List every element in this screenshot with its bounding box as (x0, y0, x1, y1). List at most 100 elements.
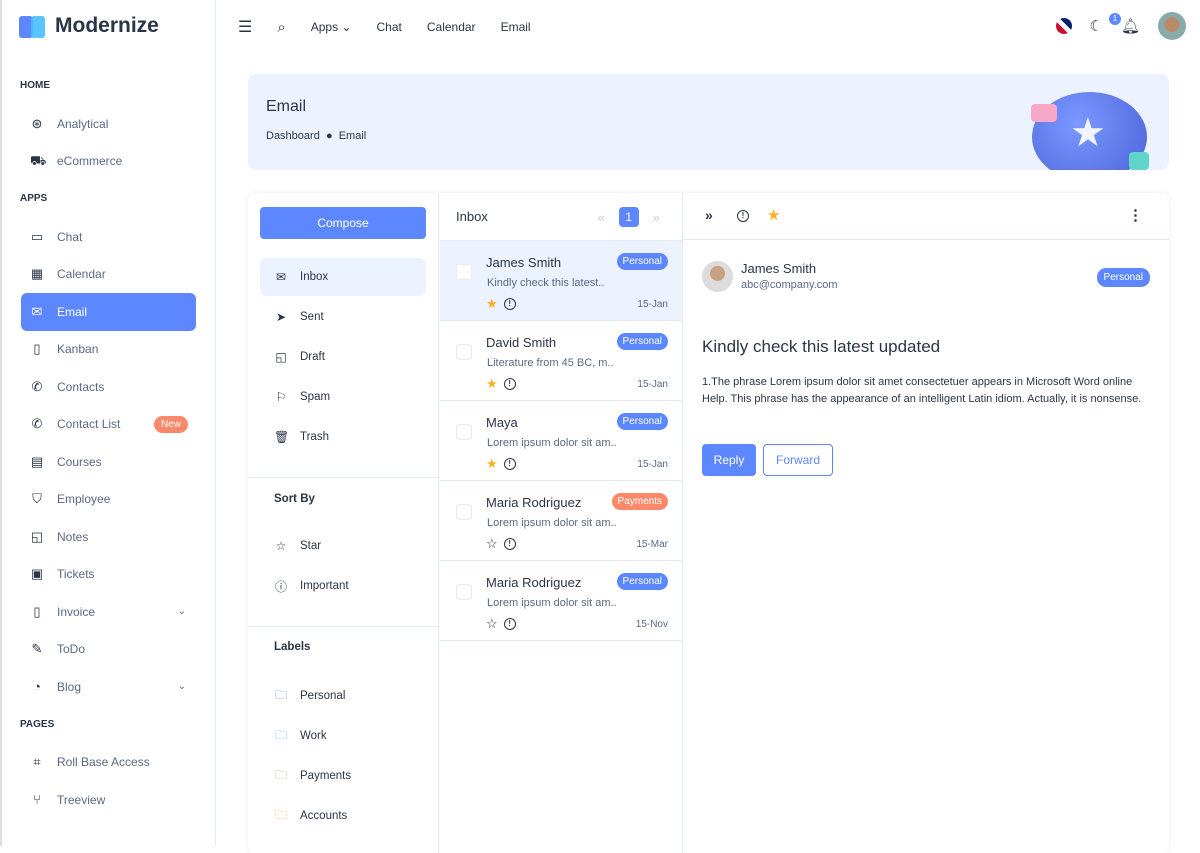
compose-button[interactable]: Compose (260, 207, 426, 239)
bell-icon[interactable]: 🔔︎ 1 (1109, 13, 1140, 35)
email-checkbox[interactable] (456, 504, 472, 520)
email-checkbox[interactable] (456, 424, 472, 440)
notification-count: 1 (1109, 13, 1121, 25)
sidebar-item-notes[interactable]: ◱ Notes (21, 518, 196, 556)
email-list-item[interactable]: Maria Rodriguez Personal Lorem ipsum dolor… (440, 561, 682, 641)
sidebar-item-kanban[interactable]: ▯ Kanban (21, 331, 196, 369)
sort-star[interactable]: ☆ Star (260, 527, 426, 565)
important-icon[interactable]: ! (503, 618, 516, 630)
email-preview: Lorem ipsum dolor sit am.. (487, 517, 617, 529)
email-list-item[interactable]: Maria Rodriguez Payments Lorem ipsum dolor… (440, 481, 682, 561)
email-checkbox[interactable] (456, 264, 472, 280)
sidebar-item-roll-base-access[interactable]: ⌗ Roll Base Access (21, 744, 196, 782)
folder-inbox[interactable]: ✉ Inbox (260, 258, 426, 296)
star-icon[interactable]: ★ (486, 296, 498, 311)
trash-icon: 🗑︎ (274, 430, 290, 444)
menu-icon[interactable]: ☰ (238, 19, 253, 36)
star-icon[interactable]: ★ (767, 207, 781, 224)
folder-panel: Compose ✉ Inbox ➤ Sent ◱ Draft ⚐ Spam 🗑︎ Trash Sor… (248, 193, 439, 853)
star-icon[interactable]: ☆ (486, 616, 498, 631)
email-list-item[interactable]: Maya Personal Lorem ipsum dolor sit am.. ★!… (440, 401, 682, 481)
star-icon[interactable]: ★ (486, 376, 498, 391)
brand-logo[interactable]: Modernize (19, 14, 159, 38)
email-list-item[interactable]: James Smith Personal Kindly check this lat… (440, 241, 682, 321)
current-page[interactable]: 1 (618, 207, 639, 227)
important-icon[interactable]: ! (737, 210, 749, 222)
star-icon[interactable]: ☆ (486, 536, 498, 551)
sidebar-item-analytical[interactable]: ⊛ Analytical (21, 105, 196, 143)
folder-sent[interactable]: ➤ Sent (260, 298, 426, 336)
sidebar-item-courses[interactable]: ▤ Courses (21, 443, 196, 481)
important-icon[interactable]: ! (503, 538, 516, 550)
sidebar-item-ecommerce[interactable]: ⛟ eCommerce (21, 143, 196, 181)
nav-email[interactable]: Email (500, 20, 531, 34)
sort-important[interactable]: ⓘ Important (260, 567, 426, 605)
moon-icon[interactable]: ☾ (1089, 18, 1103, 35)
email-tag: Personal (616, 333, 668, 350)
flag-uk-icon[interactable] (1055, 18, 1072, 34)
folder-draft[interactable]: ◱ Draft (260, 338, 426, 376)
important-icon[interactable]: ! (503, 298, 516, 310)
nav-apps[interactable]: Apps ⌄ (310, 20, 352, 34)
important-icon[interactable]: ! (503, 458, 516, 470)
email-tag: Personal (616, 413, 668, 430)
message-icon: ▭ (30, 228, 44, 244)
sidebar-item-label: Calendar (57, 267, 106, 282)
breadcrumb-dashboard[interactable]: Dashboard (266, 130, 320, 142)
scan-icon: ⌗ (33, 754, 41, 770)
email-checkbox[interactable] (456, 344, 472, 360)
sidebar-item-label: Employee (57, 492, 111, 507)
sidebar-item-blog[interactable]: ◔ Blog ⌄ (21, 668, 196, 706)
chevrons-right-icon[interactable]: » (705, 207, 713, 223)
sidebar-item-contact-list[interactable]: ✆ Contact List New (21, 406, 196, 444)
notebook-icon: ▯ (33, 341, 41, 357)
label-name: Accounts (300, 810, 348, 822)
sidebar-item-label: Contacts (57, 379, 105, 394)
topbar: ☰ ⌕ Apps ⌄ Chat Calendar Email ☾ 🔔︎ 1 (216, 0, 1200, 54)
sidebar-item-label: Contact List (57, 417, 121, 432)
folder-spam[interactable]: ⚐ Spam (260, 378, 426, 416)
sidebar-item-chat[interactable]: ▭ Chat (21, 218, 196, 256)
email-preview: Kindly check this latest.. (487, 277, 605, 289)
sidebar-item-calendar[interactable]: ▦ Calendar (21, 256, 196, 294)
sidebar-item-invoice[interactable]: ▯ Invoice ⌄ (21, 593, 196, 631)
search-icon[interactable]: ⌕ (277, 18, 286, 36)
folder-icon: 🗀︎ (274, 727, 287, 742)
email-checkbox[interactable] (456, 584, 472, 600)
forward-button[interactable]: Forward (763, 444, 833, 476)
label-accounts[interactable]: 🗀︎ Accounts (260, 797, 426, 835)
prev-page[interactable]: « (597, 209, 605, 225)
sidebar-item-email[interactable]: ✉ Email (21, 293, 196, 331)
important-icon[interactable]: ! (503, 378, 516, 390)
file-icon: ▯ (33, 603, 41, 619)
next-page[interactable]: » (652, 209, 660, 225)
sidebar-item-treeview[interactable]: ⑂ Treeview (21, 781, 196, 819)
email-list-item[interactable]: David Smith Personal Literature from 45 BC… (440, 321, 682, 401)
sidebar-item-employee[interactable]: ⛉ Employee (21, 481, 196, 519)
email-preview: Lorem ipsum dolor sit am.. (487, 437, 617, 449)
label-personal[interactable]: 🗀︎ Personal (260, 677, 426, 715)
email-list: Inbox « 1 » James Smith Personal Kindly chec… (440, 193, 683, 853)
sender-email: abc@company.com (741, 279, 838, 291)
more-icon[interactable]: ⋮ (1128, 207, 1143, 224)
email-subject: Kindly check this latest updated (702, 337, 941, 356)
ticket-icon: ▣ (30, 566, 44, 582)
email-detail: » ! ★ ⋮ James Smith abc@company.com Pers… (683, 193, 1169, 853)
label-payments[interactable]: 🗀︎ Payments (260, 757, 426, 795)
sidebar-item-label: eCommerce (57, 154, 123, 169)
sidebar-item-contacts[interactable]: ✆ Contacts (21, 368, 196, 406)
card-illustration (1031, 104, 1057, 122)
git-branch-icon: ⑂ (33, 791, 41, 807)
reply-button[interactable]: Reply (702, 444, 756, 476)
star-icon[interactable]: ★ (486, 456, 498, 471)
sidebar-item-label: Courses (57, 454, 102, 469)
folder-trash[interactable]: 🗑︎ Trash (260, 418, 426, 456)
sidebar-item-todo[interactable]: ✎ ToDo (21, 631, 196, 669)
nav-chat[interactable]: Chat (376, 20, 402, 34)
sidebar-item-tickets[interactable]: ▣ Tickets (21, 556, 196, 594)
email-sender: Maya (486, 415, 518, 430)
label-work[interactable]: 🗀︎ Work (260, 717, 426, 755)
nav-calendar[interactable]: Calendar (426, 20, 476, 34)
mail-icon: ✉ (31, 303, 43, 319)
user-avatar[interactable] (1158, 12, 1186, 40)
